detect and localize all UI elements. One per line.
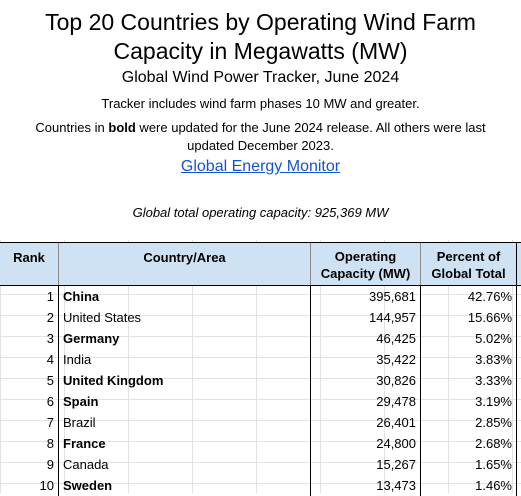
- rank-cell[interactable]: 5: [46, 373, 54, 388]
- header-percent[interactable]: Percent of Global Total: [420, 243, 517, 285]
- header-capacity[interactable]: Operating Capacity (MW): [310, 243, 420, 285]
- table-row: 1 China 395,681 42.76%: [0, 286, 521, 307]
- percent-cell[interactable]: 1.65%: [420, 454, 517, 475]
- table-row: 10 Sweden 13,473 1.46%: [0, 475, 521, 496]
- capacity-cell[interactable]: 30,826: [310, 370, 420, 391]
- capacity-cell[interactable]: 46,425: [310, 328, 420, 349]
- country-cell[interactable]: Canada: [58, 454, 310, 475]
- update-note: Countries in bold were updated for the J…: [20, 119, 501, 155]
- global-total-capacity: Global total operating capacity: 925,369…: [132, 205, 389, 220]
- percent-cell[interactable]: 42.76%: [420, 286, 517, 307]
- table-row: 7 Brazil 26,401 2.85%: [0, 412, 521, 433]
- table-row: 2 United States 144,957 15.66%: [0, 307, 521, 328]
- table-row: 6 Spain 29,478 3.19%: [0, 391, 521, 412]
- header-capacity-line-1: Operating: [334, 249, 397, 264]
- capacity-cell[interactable]: 26,401: [310, 412, 420, 433]
- update-note-prefix: Countries in: [35, 120, 109, 135]
- percent-cell[interactable]: 3.33%: [420, 370, 517, 391]
- capacity-cell[interactable]: 144,957: [310, 307, 420, 328]
- percent-cell[interactable]: 3.19%: [420, 391, 517, 412]
- percent-cell[interactable]: 1.46%: [420, 475, 517, 496]
- table-row: 4 India 35,422 3.83%: [0, 349, 521, 370]
- header-percent-line-1: Percent of: [436, 249, 501, 264]
- rank-cell[interactable]: 8: [46, 436, 54, 451]
- header-capacity-line-2: Capacity (MW): [320, 266, 411, 281]
- country-cell[interactable]: France: [58, 433, 310, 454]
- country-cell[interactable]: Germany: [58, 328, 310, 349]
- country-cell[interactable]: China: [58, 286, 310, 307]
- rank-cell[interactable]: 2: [46, 310, 54, 325]
- rank-cell[interactable]: 1: [46, 289, 54, 304]
- percent-cell[interactable]: 2.68%: [420, 433, 517, 454]
- capacity-cell[interactable]: 24,800: [310, 433, 420, 454]
- title-line-2: Capacity in Megawatts (MW): [113, 38, 408, 64]
- title-line-1: Top 20 Countries by Operating Wind Farm: [45, 9, 476, 35]
- country-cell[interactable]: United States: [58, 307, 310, 328]
- capacity-cell[interactable]: 13,473: [310, 475, 420, 496]
- percent-cell[interactable]: 3.83%: [420, 349, 517, 370]
- capacity-cell[interactable]: 35,422: [310, 349, 420, 370]
- table-header: Rank Country/Area Operating Capacity (MW…: [0, 242, 521, 286]
- table-row: 9 Canada 15,267 1.65%: [0, 454, 521, 475]
- country-cell[interactable]: Spain: [58, 391, 310, 412]
- capacity-cell[interactable]: 29,478: [310, 391, 420, 412]
- country-cell[interactable]: Sweden: [58, 475, 310, 496]
- update-note-bold: bold: [108, 120, 136, 135]
- rank-cell[interactable]: 7: [46, 415, 54, 430]
- header-rank[interactable]: Rank: [13, 250, 45, 265]
- rank-cell[interactable]: 6: [46, 394, 54, 409]
- global-energy-monitor-link[interactable]: Global Energy Monitor: [180, 158, 341, 175]
- percent-cell[interactable]: 5.02%: [420, 328, 517, 349]
- percent-cell[interactable]: 2.85%: [420, 412, 517, 433]
- country-cell[interactable]: Brazil: [58, 412, 310, 433]
- country-cell[interactable]: India: [58, 349, 310, 370]
- rank-cell[interactable]: 4: [46, 352, 54, 367]
- rank-cell[interactable]: 9: [46, 457, 54, 472]
- tracker-note: Tracker includes wind farm phases 10 MW …: [101, 96, 420, 111]
- rank-cell[interactable]: 3: [46, 331, 54, 346]
- header-country[interactable]: Country/Area: [58, 243, 310, 285]
- report-header: Top 20 Countries by Operating Wind Farm …: [0, 0, 521, 240]
- rank-cell[interactable]: 10: [39, 478, 54, 493]
- subtitle: Global Wind Power Tracker, June 2024: [121, 69, 400, 86]
- table-row: 5 United Kingdom 30,826 3.33%: [0, 370, 521, 391]
- capacity-cell[interactable]: 395,681: [310, 286, 420, 307]
- capacity-cell[interactable]: 15,267: [310, 454, 420, 475]
- page-title: Top 20 Countries by Operating Wind Farm …: [0, 8, 521, 66]
- country-cell[interactable]: United Kingdom: [58, 370, 310, 391]
- header-percent-line-2: Global Total: [431, 266, 506, 281]
- update-note-suffix: were updated for the June 2024 release. …: [135, 120, 486, 153]
- table-row: 8 France 24,800 2.68%: [0, 433, 521, 454]
- table-row: 3 Germany 46,425 5.02%: [0, 328, 521, 349]
- percent-cell[interactable]: 15.66%: [420, 307, 517, 328]
